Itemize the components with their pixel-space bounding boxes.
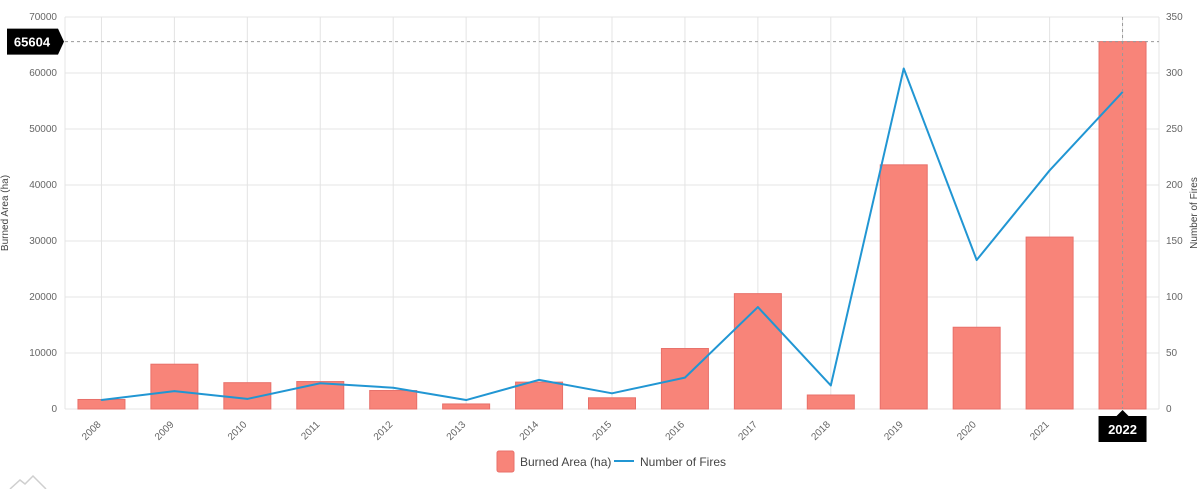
x-axis-tick-label: 2013 [445, 419, 469, 443]
x-axis-tick-label: 2010 [226, 419, 250, 443]
crosshair-layer: 65604 2022 [7, 17, 1159, 442]
bar-burned-area [77, 398, 126, 410]
y-axis-tick-label: 40000 [29, 180, 57, 191]
y2-axis-tick-label: 150 [1166, 236, 1183, 247]
y-axis-tick-label: 20000 [29, 292, 57, 303]
y-axis-tick-label: 50000 [29, 124, 57, 135]
y2-axis-tick-label: 200 [1166, 180, 1183, 191]
x-axis-tick-label: 2014 [518, 419, 542, 443]
bar-burned-area [733, 293, 782, 410]
y2-axis-tick-label: 100 [1166, 292, 1183, 303]
bar-burned-area [806, 394, 855, 410]
x-axis-tick-label: 2009 [153, 419, 177, 443]
y2-axis-tick-label: 0 [1166, 404, 1172, 415]
point-number-of-fires [1048, 169, 1051, 172]
bar-burned-area [879, 164, 928, 410]
point-number-of-fires [465, 399, 467, 401]
point-number-of-fires [100, 399, 103, 401]
y-axis-tick-label: 0 [51, 404, 57, 415]
x-axis-tick-label: 2021 [1028, 419, 1052, 443]
point-number-of-fires [611, 392, 613, 395]
bar-burned-area [660, 348, 709, 410]
x-axis-tick-label: 2011 [299, 419, 322, 442]
bar-burned-area [1025, 236, 1074, 410]
x-axis-tick-label: 2018 [809, 419, 833, 443]
y2-axis-tick-label: 350 [1166, 12, 1183, 23]
y-axis-title: Burned Area (ha) [0, 175, 11, 251]
bar-burned-area [515, 381, 564, 410]
point-number-of-fires [246, 398, 249, 400]
x-axis-tick-label: 2008 [80, 419, 104, 443]
point-number-of-fires [538, 379, 540, 381]
crosshair-category-label: 2022 [1108, 422, 1137, 437]
point-number-of-fires [757, 306, 759, 308]
bar-burned-area [442, 403, 491, 410]
bar-burned-area [588, 397, 636, 410]
x-axis-tick-label: 2016 [664, 419, 688, 443]
point-number-of-fires [830, 384, 832, 387]
y2-axis-tick-label: 300 [1166, 68, 1183, 79]
legend-label-number-of-fires[interactable]: Number of Fires [640, 455, 726, 469]
point-number-of-fires [902, 67, 905, 70]
y2-axis-tick-label: 50 [1166, 348, 1178, 359]
x-axis-tick-label: 2015 [591, 419, 615, 443]
y2-axis-title: Number of Fires [1189, 177, 1200, 249]
legend-label-burned-area[interactable]: Burned Area (ha) [520, 455, 611, 469]
legend-bar-swatch-icon[interactable] [496, 450, 515, 473]
point-number-of-fires [975, 259, 978, 261]
x-axis-tick-label: 2012 [372, 419, 396, 443]
legend: Burned Area (ha) Number of Fires [496, 450, 726, 473]
crosshair-category-badge [1098, 410, 1147, 442]
y-axis-tick-label: 10000 [29, 348, 57, 359]
bar-burned-area [150, 363, 199, 410]
y-axis-tick-label: 60000 [29, 68, 57, 79]
y-axis-tick-label: 70000 [29, 12, 57, 23]
point-number-of-fires [173, 390, 176, 392]
x-axis-tick-label: 2020 [955, 419, 979, 443]
point-number-of-fires [319, 382, 322, 385]
bar-burned-area [952, 326, 1001, 410]
y2-axis-tick-label: 250 [1166, 124, 1183, 135]
y-axis-tick-label: 30000 [29, 236, 57, 247]
mountain-logo-icon [9, 474, 47, 490]
x-axis-tick-label: 2019 [882, 419, 906, 443]
crosshair-value-label: 65604 [14, 35, 51, 50]
point-number-of-fires [684, 376, 686, 379]
bar-burned-area [296, 381, 345, 410]
crosshair-value-badge [7, 28, 64, 55]
line-layer [100, 67, 1124, 402]
point-number-of-fires [392, 386, 395, 389]
x-axis-tick-label: 2017 [736, 419, 760, 443]
bar-burned-area [369, 390, 418, 410]
